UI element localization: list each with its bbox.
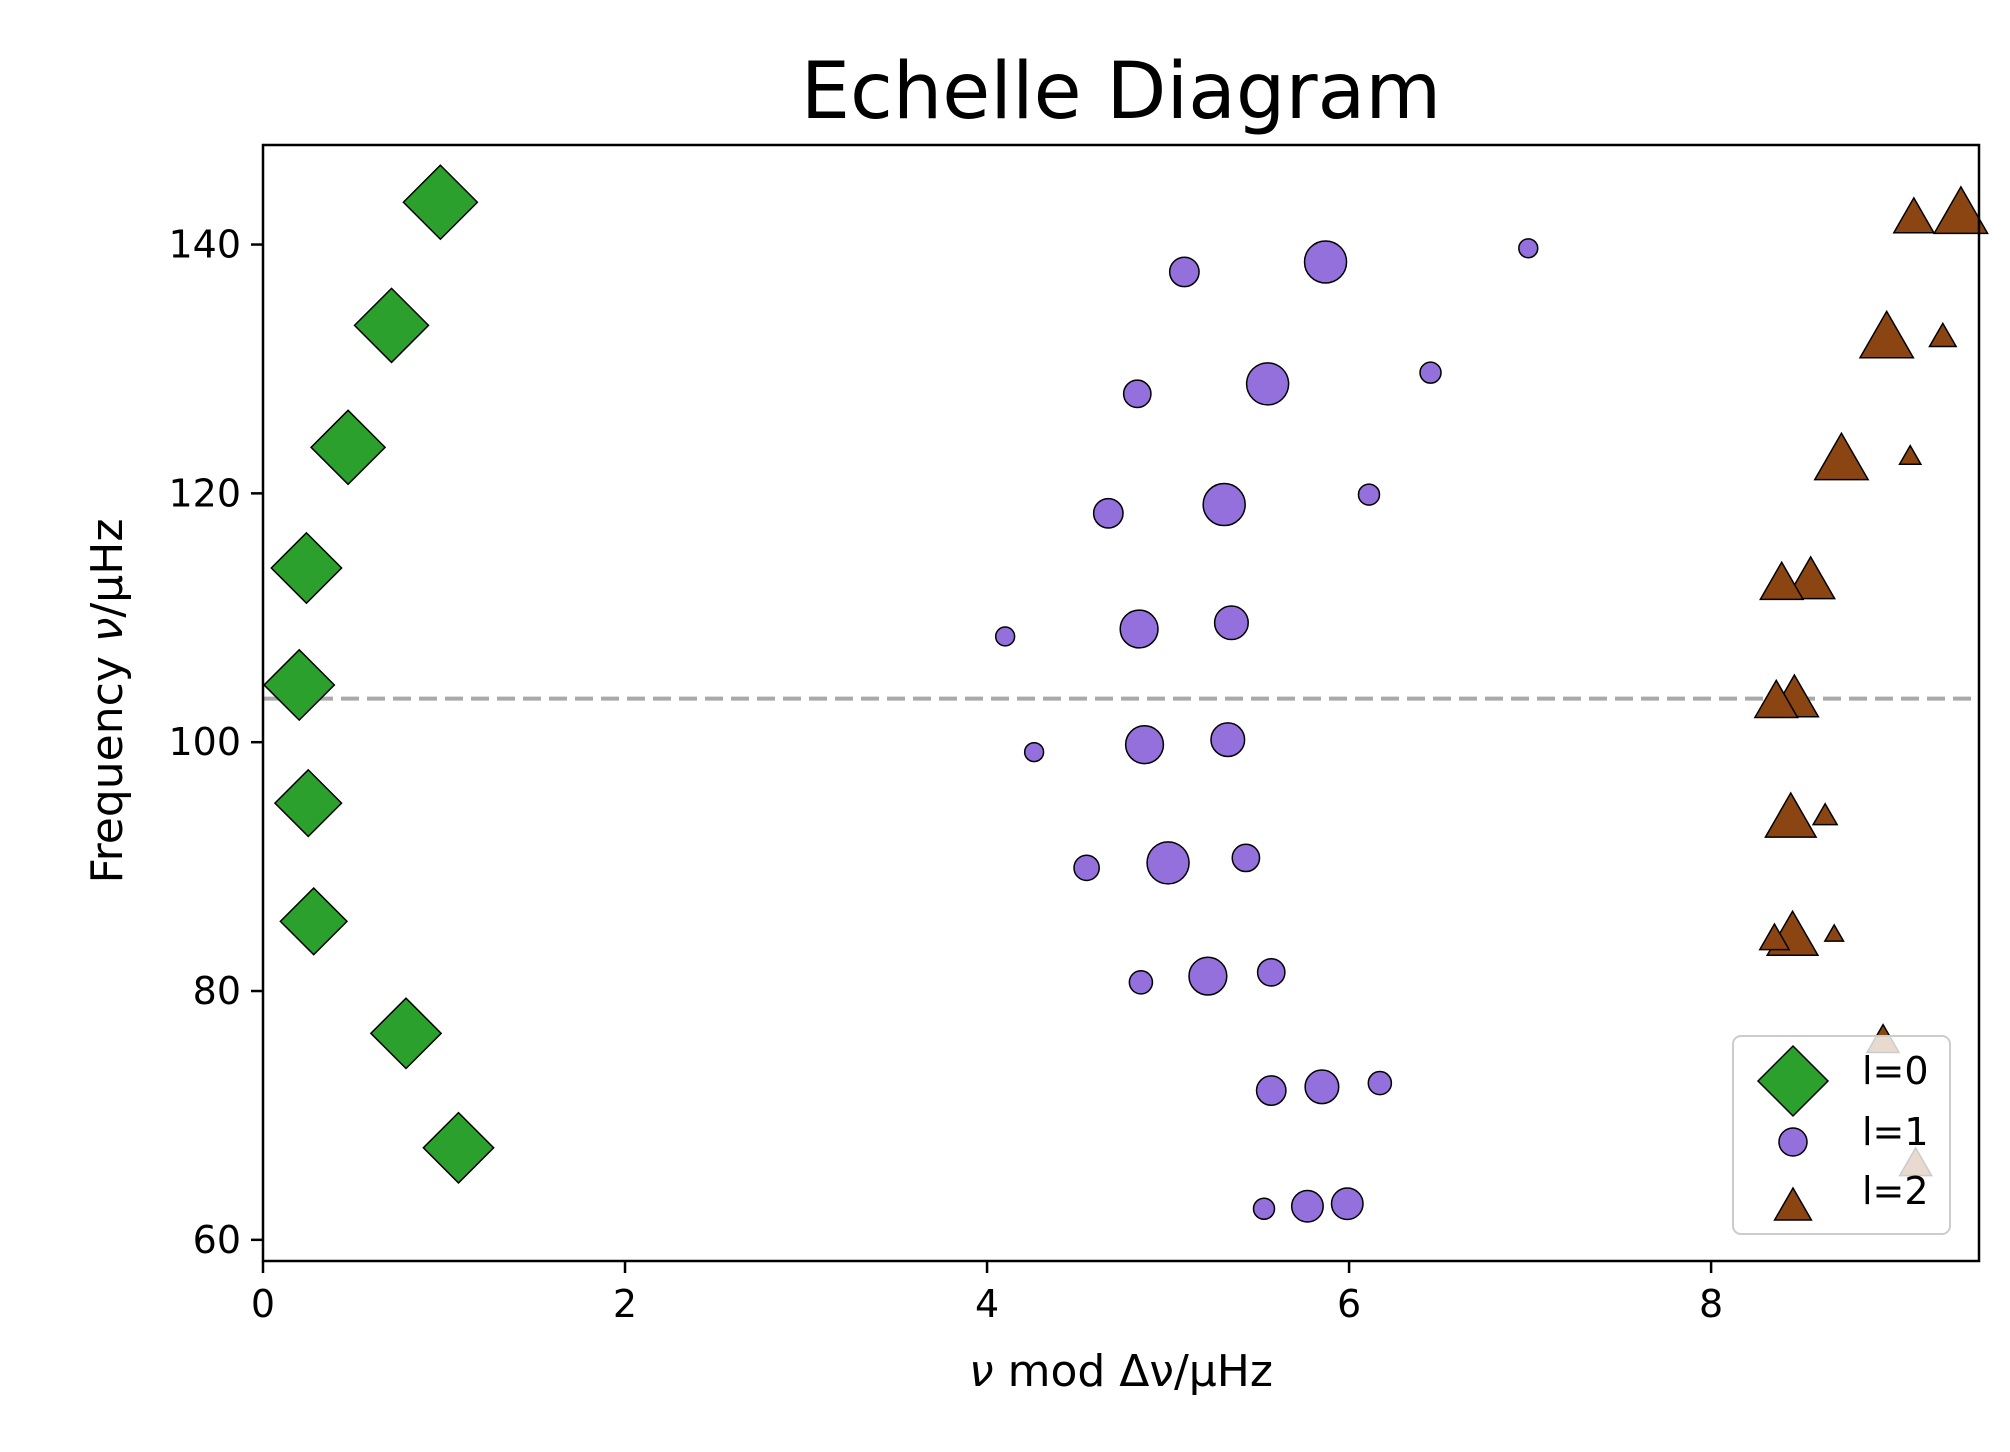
- l2-point: [1898, 444, 1923, 465]
- legend-label-l0: l=0: [1862, 1049, 1929, 1093]
- l0-point: [270, 531, 343, 605]
- l1-point: [1357, 483, 1381, 506]
- series-l0: [262, 164, 495, 1184]
- l1-point: [1367, 1070, 1393, 1096]
- l1-point: [1419, 361, 1442, 384]
- x-tick-label: 6: [1337, 1282, 1361, 1326]
- l2-point: [1932, 185, 1989, 235]
- l1-point: [1023, 741, 1045, 763]
- legend-triangle-icon: [1773, 1186, 1813, 1221]
- x-axis-label: ν mod Δν/μHz: [969, 1346, 1273, 1397]
- legend-label-l1: l=1: [1862, 1110, 1929, 1154]
- l1-point: [1128, 970, 1154, 995]
- l0-point: [273, 768, 343, 838]
- legend-marker-l1: [1778, 1127, 1808, 1157]
- l0-point: [279, 886, 349, 956]
- l1-point: [1303, 240, 1348, 284]
- legend-diamond-icon: [1756, 1044, 1830, 1118]
- l2-point: [1928, 321, 1958, 348]
- l1-point: [1210, 722, 1246, 758]
- l2-point: [1753, 678, 1799, 719]
- l2-point: [1764, 791, 1818, 838]
- l0-point: [262, 648, 336, 722]
- l0-point: [310, 409, 387, 486]
- l1-point: [1073, 854, 1100, 882]
- l1-point: [994, 626, 1016, 647]
- y-tick-label: 80: [193, 969, 241, 1013]
- x-axis-label-rest: mod Δν/μHz: [994, 1346, 1273, 1397]
- l1-point: [1518, 238, 1539, 259]
- plot-frame: [261, 143, 1981, 1263]
- x-tick-label: 4: [975, 1282, 999, 1326]
- l1-point: [1231, 843, 1261, 873]
- y-tick-label: 60: [193, 1218, 241, 1262]
- l0-point: [422, 1111, 495, 1184]
- l1-point: [1122, 379, 1152, 409]
- l1-point: [1256, 957, 1286, 987]
- l1-point: [1202, 482, 1246, 527]
- x-tick-label: 8: [1699, 1282, 1723, 1326]
- l2-point: [1858, 309, 1915, 359]
- l0-point: [402, 164, 479, 241]
- x-tick-label: 2: [613, 1282, 637, 1326]
- l2-point: [1892, 196, 1936, 234]
- x-axis: 0 2 4 6 8: [251, 1261, 1723, 1326]
- l1-point: [1304, 1069, 1340, 1105]
- y-axis-label-suffix: /μHz: [82, 519, 133, 618]
- x-tick-label: 0: [251, 1282, 275, 1326]
- plot-area: [262, 164, 1989, 1223]
- series-l1: [994, 238, 1539, 1223]
- l2-point: [1785, 555, 1836, 600]
- l1-point: [1245, 362, 1290, 406]
- l2-point: [1811, 802, 1839, 826]
- y-axis-label: Frequency ν/μHz: [82, 519, 133, 884]
- y-axis-label-var: ν: [82, 618, 133, 643]
- l1-point: [1188, 956, 1228, 996]
- l1-point: [1092, 497, 1124, 529]
- l1-point: [1213, 605, 1249, 641]
- legend-marker-l2: [1773, 1186, 1813, 1221]
- l2-point: [1758, 922, 1791, 951]
- chart-title: Echelle Diagram: [801, 47, 1442, 137]
- l2-point: [1813, 431, 1870, 481]
- l1-point: [1255, 1075, 1287, 1107]
- l2-point: [1823, 923, 1845, 942]
- y-tick-label: 140: [168, 223, 241, 267]
- l0-point: [369, 997, 443, 1070]
- legend-marker-l0: [1756, 1044, 1830, 1118]
- legend-label-l2: l=2: [1862, 1169, 1929, 1213]
- l0-point: [353, 287, 430, 364]
- y-tick-label: 120: [168, 471, 241, 515]
- legend-circle-icon: [1778, 1127, 1808, 1157]
- l1-point: [1119, 609, 1159, 649]
- legend: l=0 l=1 l=2: [1732, 1035, 1951, 1235]
- y-tick-label: 100: [168, 720, 241, 764]
- l1-point: [1146, 841, 1190, 885]
- y-axis-label-prefix: Frequency: [82, 642, 133, 883]
- l2-point: [1759, 560, 1805, 601]
- l1-point: [1124, 725, 1165, 765]
- y-axis: 60 80 100 120 140: [168, 223, 263, 1262]
- series-l2: [1753, 185, 1989, 1177]
- l1-point: [1168, 256, 1200, 288]
- x-axis-label-var: ν: [969, 1346, 994, 1397]
- l1-point: [1252, 1197, 1276, 1220]
- l1-point: [1290, 1189, 1324, 1223]
- l1-point: [1330, 1187, 1364, 1221]
